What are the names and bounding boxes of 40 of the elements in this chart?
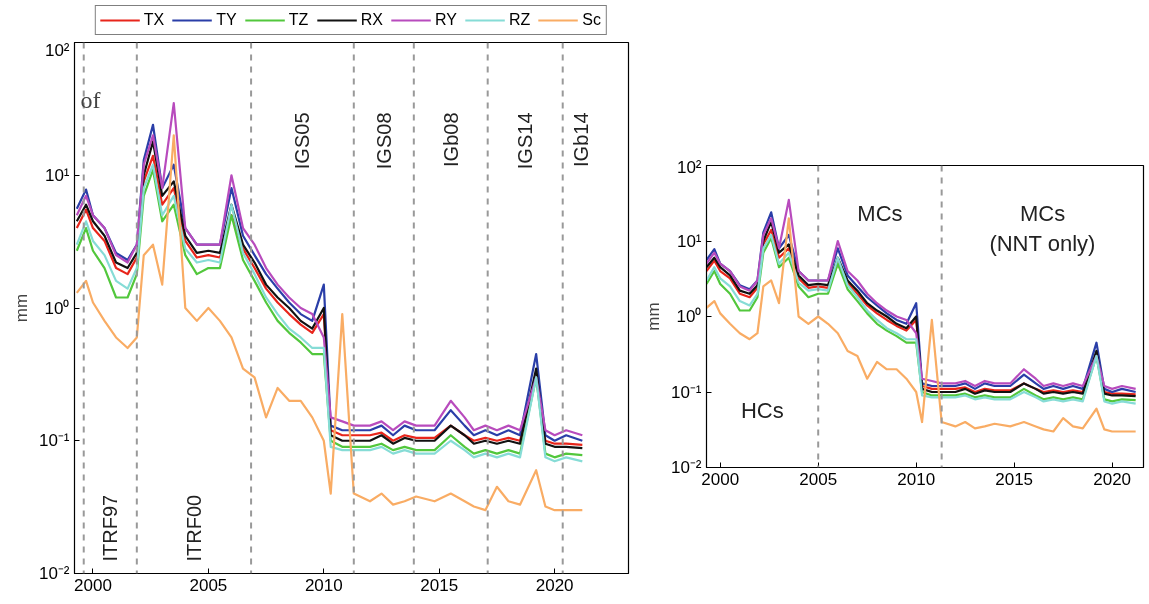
annotation: of (80, 86, 101, 113)
annotation: MCs (857, 200, 903, 226)
x-tick-label: 2000 (701, 469, 740, 489)
x-tick-label: 2010 (897, 469, 936, 489)
annotation: IGS14 (514, 112, 537, 170)
annotation: IGb14 (570, 112, 593, 167)
legend-label: RZ (508, 11, 531, 29)
legend-label: TZ (288, 11, 309, 29)
x-tick-label: 2005 (799, 469, 838, 489)
annotation: IGS08 (372, 112, 395, 170)
x-tick-label: 2015 (995, 469, 1034, 489)
y-tick-label: 10² (676, 157, 702, 177)
y-axis-title: mm (643, 302, 663, 331)
annotation: ITRF00 (182, 494, 205, 562)
y-axis-title: mm (11, 293, 31, 323)
x-tick-label: 2005 (189, 575, 228, 595)
annotation: MCs (NNT only) (989, 200, 1096, 256)
annotation: IGS05 (291, 112, 314, 170)
y-tick-label: 10⁻¹ (38, 431, 70, 451)
annotation: HCs (740, 397, 784, 423)
legend-label: TY (216, 11, 237, 29)
y-tick-label: 10² (44, 40, 70, 60)
x-tick-label: 2000 (74, 575, 112, 595)
y-tick-label: 10¹ (676, 231, 702, 251)
y-tick-label: 10⁻² (670, 458, 702, 477)
x-tick-label: 2020 (1093, 469, 1132, 489)
y-tick-label: 10⁰ (44, 298, 70, 318)
y-tick-label: 10⁻¹ (670, 382, 702, 402)
x-tick-label: 2020 (535, 575, 574, 595)
x-tick-label: 2015 (420, 575, 459, 595)
legend-label: Sc (582, 11, 602, 29)
legend-label: TX (143, 11, 165, 29)
annotation: IGb08 (439, 112, 462, 167)
y-tick-label: 10⁰ (676, 307, 702, 326)
x-tick-label: 2010 (304, 575, 343, 595)
legend-label: RY (434, 11, 457, 29)
y-tick-label: 10⁻² (38, 564, 70, 583)
legend-label: RX (360, 11, 383, 29)
annotation: ITRF97 (99, 494, 122, 562)
y-tick-label: 10¹ (44, 165, 70, 185)
